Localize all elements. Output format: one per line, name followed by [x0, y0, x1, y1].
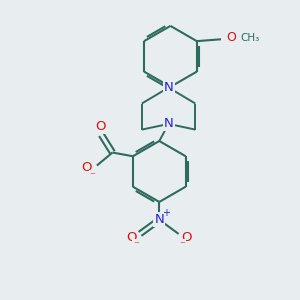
Text: +: +: [162, 208, 170, 218]
Text: O: O: [182, 231, 192, 244]
Text: O: O: [226, 31, 236, 44]
Text: CH₃: CH₃: [240, 33, 260, 43]
Text: N: N: [154, 213, 164, 226]
Text: N: N: [164, 81, 173, 94]
Text: O: O: [81, 161, 92, 174]
Text: N: N: [164, 117, 173, 130]
Text: O: O: [96, 120, 106, 133]
Text: ⁻: ⁻: [89, 171, 95, 181]
Text: ⁻: ⁻: [179, 240, 185, 250]
Text: ⁻: ⁻: [133, 240, 139, 250]
Text: O: O: [127, 231, 137, 244]
